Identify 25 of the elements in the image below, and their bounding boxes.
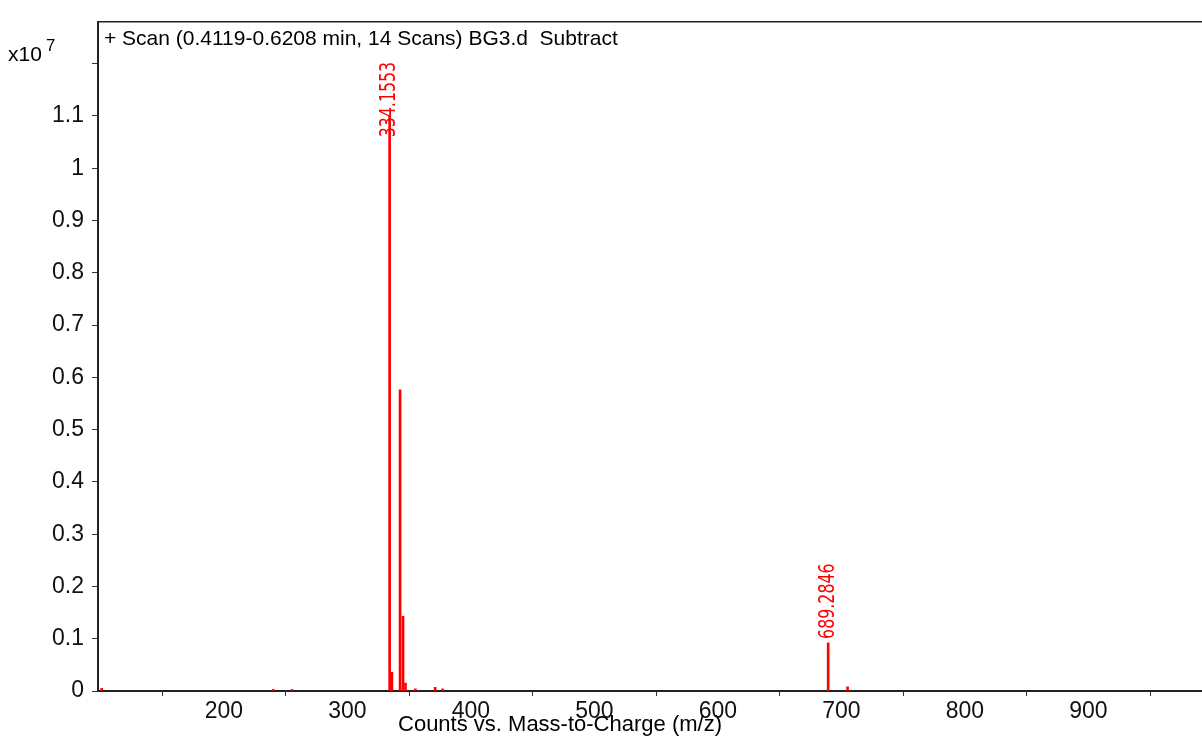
bar (441, 688, 444, 691)
y-tick-label: 0 (71, 676, 84, 703)
y-tick-label: 0.6 (52, 362, 84, 389)
bar (100, 688, 104, 691)
x-tick-label: 700 (822, 697, 861, 724)
bar (846, 686, 849, 691)
y-tick-label: 0.8 (52, 258, 84, 285)
y-tick-label: 0.7 (52, 310, 84, 337)
y-tick-label: 0.1 (52, 624, 84, 651)
y-tick-label: 0.5 (52, 414, 84, 441)
y-tick-label: 0.3 (52, 519, 84, 546)
annotation: 334.1553 (375, 61, 401, 138)
x-tick-label: 300 (328, 697, 367, 724)
y-tick-label: 0.2 (52, 571, 84, 598)
y-tick-label: 0.9 (52, 205, 84, 232)
x-tick-label: 900 (1069, 697, 1108, 724)
y-tick-label: 1 (71, 153, 84, 180)
y-tick-label: 0.4 (52, 467, 85, 494)
bar (414, 688, 417, 691)
y-tick-label: 1.1 (52, 101, 84, 128)
bar (826, 642, 830, 691)
x-tick-label: 200 (204, 697, 244, 724)
chart-title: + Scan (0.4119-0.6208 min, 14 Scans) BG3.d Subtract (104, 25, 618, 49)
annotation: 689.2846 (814, 563, 840, 639)
x-tick-label: 800 (945, 697, 985, 724)
